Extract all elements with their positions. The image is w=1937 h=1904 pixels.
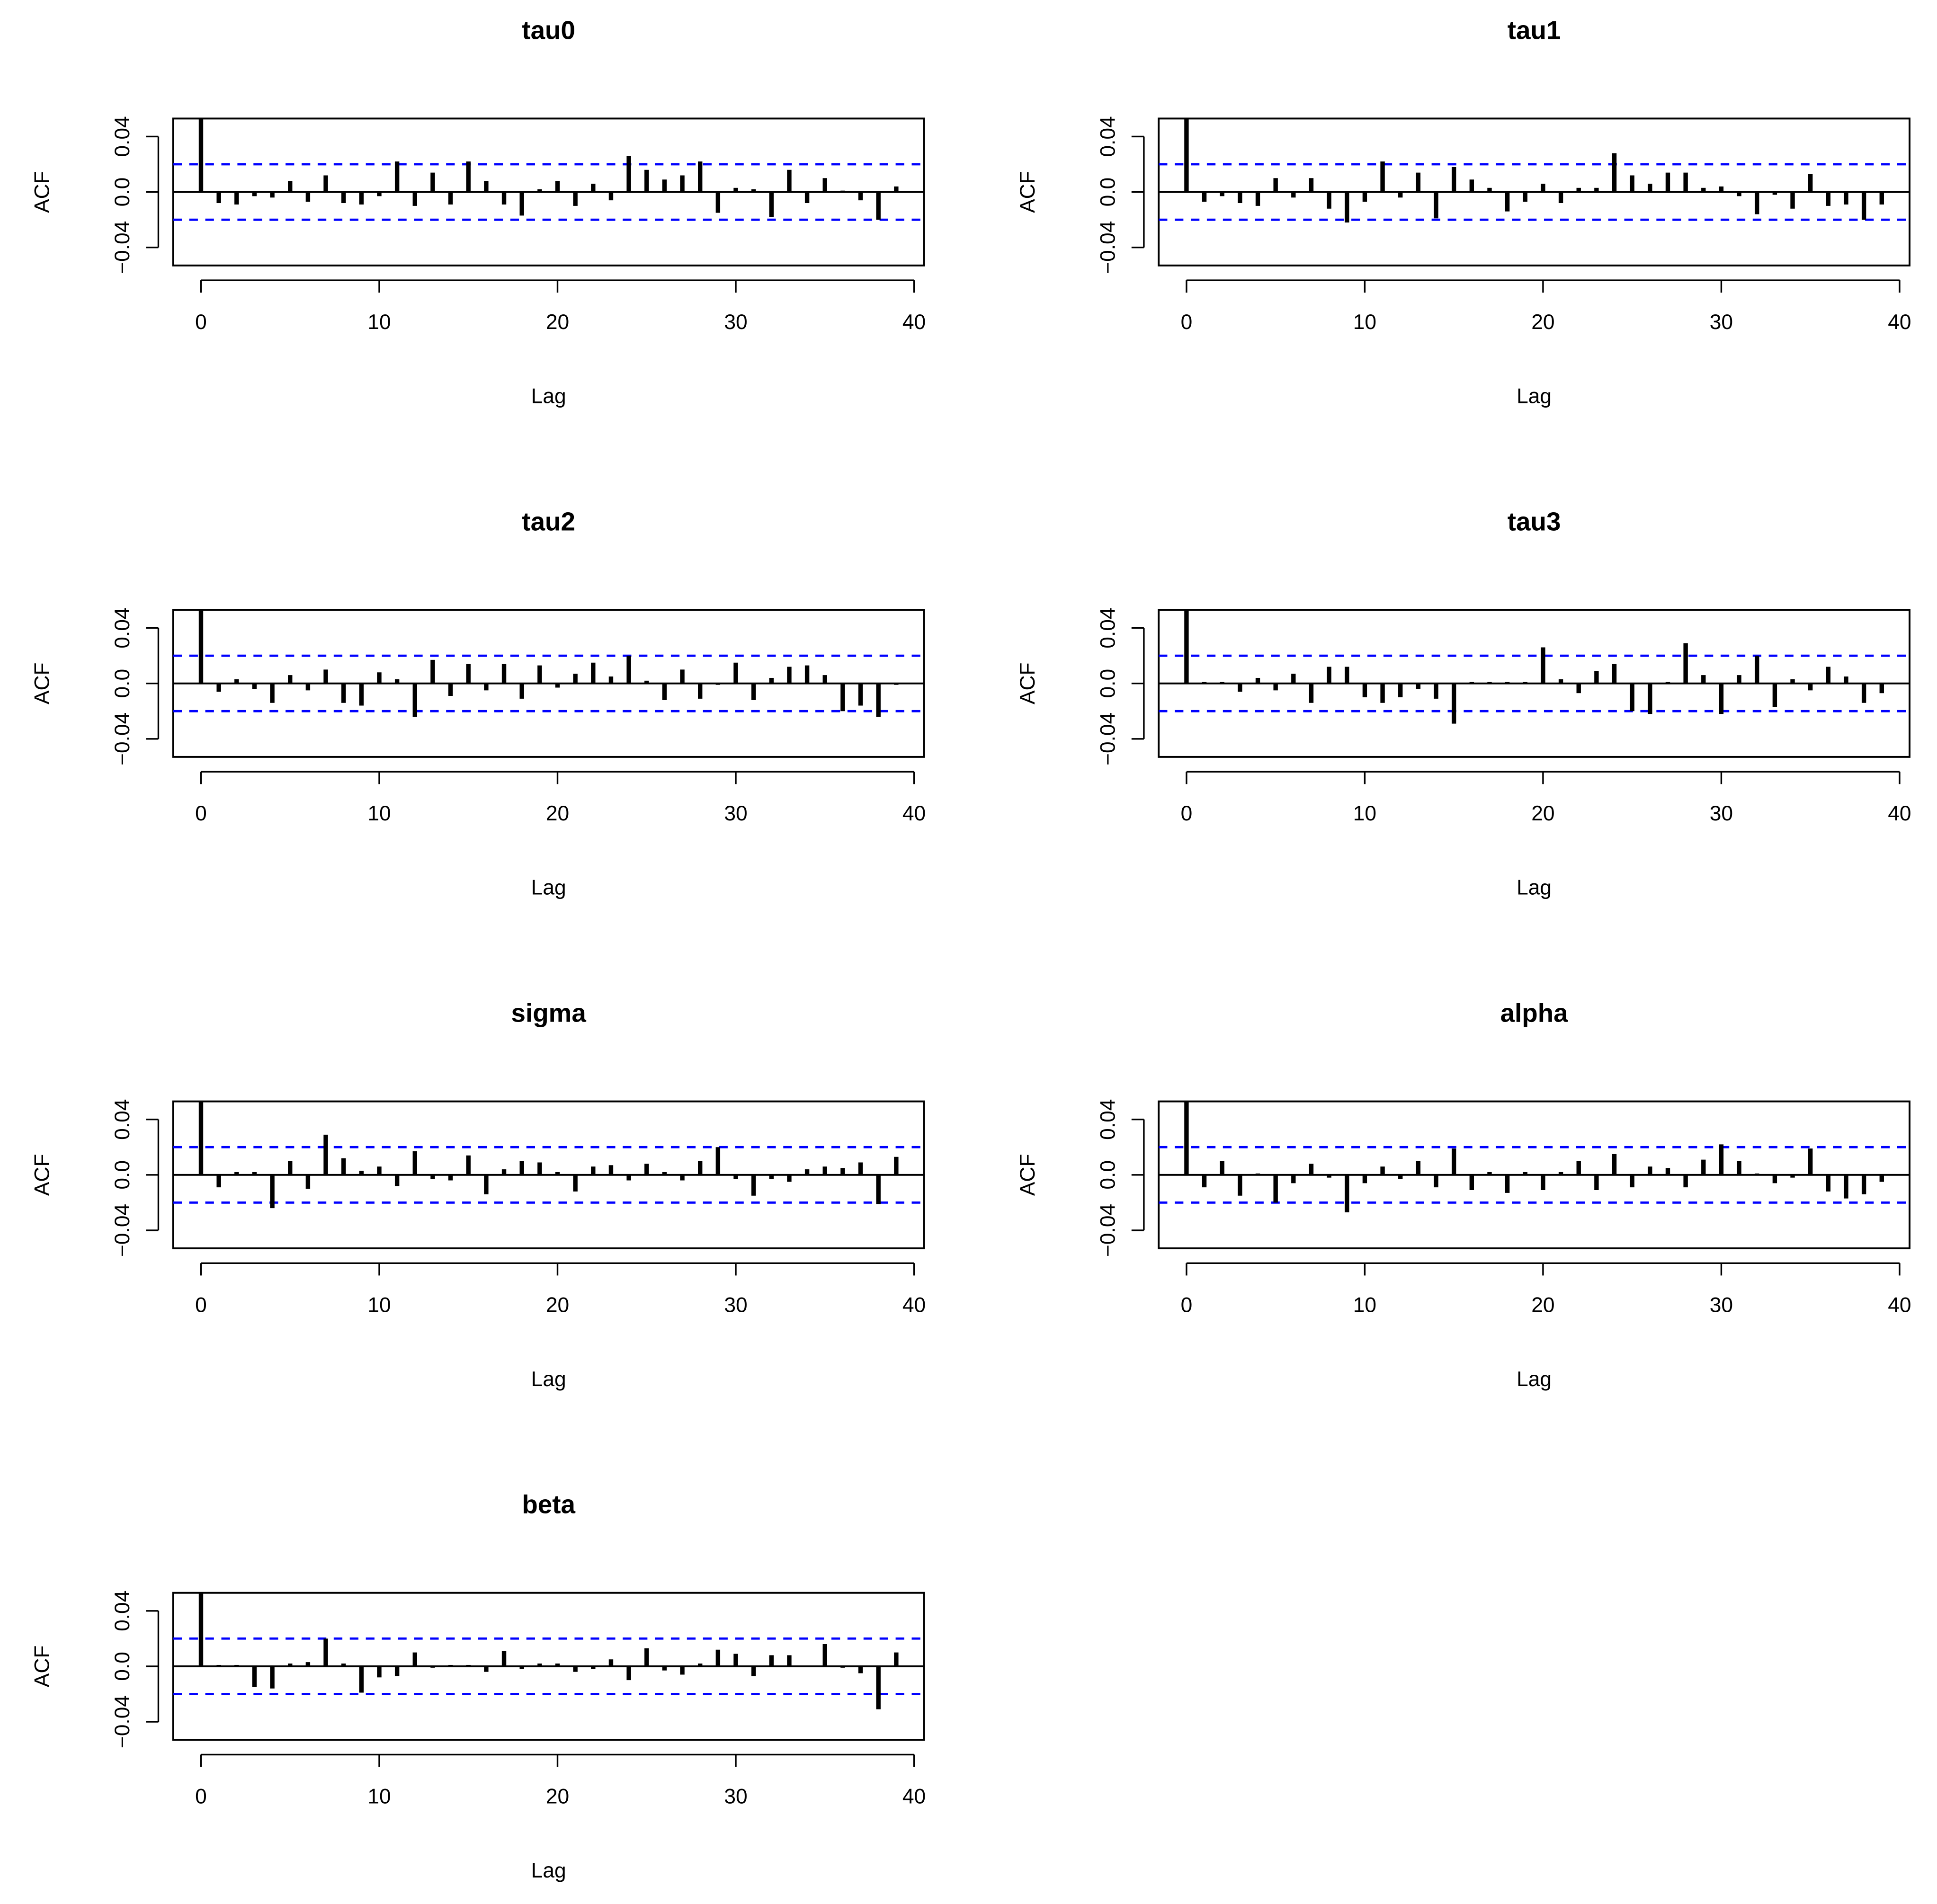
y-tick-label: 0.04 bbox=[111, 1099, 134, 1140]
x-tick-label: 30 bbox=[1710, 802, 1733, 825]
y-axis-label: ACF bbox=[1016, 662, 1039, 704]
y-tick-label: −0.04 bbox=[1097, 221, 1120, 274]
y-tick-label: −0.04 bbox=[111, 1204, 134, 1257]
panel-title: tau3 bbox=[1508, 507, 1561, 536]
x-tick-label: 30 bbox=[724, 1785, 747, 1808]
x-axis-label: Lag bbox=[531, 1859, 566, 1882]
y-axis-label: ACF bbox=[31, 662, 54, 704]
plot-area bbox=[1159, 610, 1910, 724]
y-tick-label: 0.0 bbox=[111, 1652, 134, 1681]
panel: tau0 Lag ACF 0 10 20 30 40 −0.04 0.0 0.04 bbox=[31, 15, 926, 408]
x-tick-label: 40 bbox=[1888, 802, 1911, 825]
x-tick-label: 20 bbox=[546, 1293, 569, 1317]
x-tick-label: 20 bbox=[546, 802, 569, 825]
x-tick-label: 20 bbox=[1531, 311, 1554, 334]
x-axis-label: Lag bbox=[1517, 1368, 1552, 1391]
panel-title: beta bbox=[522, 1490, 575, 1519]
panel-title: tau0 bbox=[522, 15, 575, 44]
x-tick-label: 0 bbox=[195, 1293, 207, 1317]
y-tick-label: 0.0 bbox=[1097, 1160, 1120, 1190]
x-tick-label: 30 bbox=[1710, 1293, 1733, 1317]
plot-area bbox=[173, 1101, 924, 1209]
x-tick-label: 0 bbox=[195, 1785, 207, 1808]
x-tick-label: 30 bbox=[724, 1293, 747, 1317]
x-tick-label: 10 bbox=[1353, 311, 1376, 334]
plot-area bbox=[173, 1593, 924, 1709]
x-axis-label: Lag bbox=[531, 385, 566, 408]
panel: tau2 Lag ACF 0 10 20 30 40 −0.04 0.0 0.04 bbox=[31, 507, 926, 899]
plot-area bbox=[173, 610, 924, 717]
x-tick-label: 20 bbox=[546, 311, 569, 334]
x-tick-label: 0 bbox=[1181, 1293, 1193, 1317]
y-tick-label: 0.04 bbox=[111, 607, 134, 648]
y-tick-label: 0.0 bbox=[111, 1160, 134, 1190]
panel-title: tau1 bbox=[1508, 15, 1561, 44]
y-tick-label: 0.04 bbox=[1097, 116, 1120, 157]
panel-title: tau2 bbox=[522, 507, 575, 536]
panel: alpha Lag ACF 0 10 20 30 40 −0.04 0.0 0.04 bbox=[1016, 998, 1911, 1391]
y-tick-label: 0.04 bbox=[111, 116, 134, 157]
y-tick-label: 0.0 bbox=[1097, 669, 1120, 698]
panel: beta Lag ACF 0 10 20 30 40 −0.04 0.0 0.04 bbox=[31, 1490, 926, 1882]
x-tick-label: 0 bbox=[195, 802, 207, 825]
y-tick-label: −0.04 bbox=[1097, 712, 1120, 765]
x-tick-label: 40 bbox=[902, 802, 926, 825]
y-axis-label: ACF bbox=[1016, 171, 1039, 213]
panel-title: sigma bbox=[511, 998, 587, 1027]
y-tick-label: −0.04 bbox=[111, 1695, 134, 1748]
x-axis-label: Lag bbox=[531, 876, 566, 899]
y-tick-label: −0.04 bbox=[111, 221, 134, 274]
y-tick-label: 0.0 bbox=[1097, 178, 1120, 207]
x-tick-label: 20 bbox=[1531, 802, 1554, 825]
y-axis-label: ACF bbox=[31, 1154, 54, 1196]
panel: sigma Lag ACF 0 10 20 30 40 −0.04 0.0 0.04 bbox=[31, 998, 926, 1391]
x-tick-label: 0 bbox=[195, 311, 207, 334]
x-tick-label: 10 bbox=[367, 1785, 391, 1808]
x-tick-label: 0 bbox=[1181, 802, 1193, 825]
x-tick-label: 10 bbox=[367, 311, 391, 334]
y-axis-label: ACF bbox=[31, 171, 54, 213]
x-tick-label: 40 bbox=[1888, 311, 1911, 334]
y-tick-label: −0.04 bbox=[111, 712, 134, 765]
x-tick-label: 30 bbox=[724, 311, 747, 334]
x-tick-label: 40 bbox=[902, 1293, 926, 1317]
x-tick-label: 20 bbox=[1531, 1293, 1554, 1317]
x-tick-label: 10 bbox=[367, 1293, 391, 1317]
x-tick-label: 40 bbox=[1888, 1293, 1911, 1317]
y-tick-label: 0.04 bbox=[1097, 607, 1120, 648]
x-tick-label: 40 bbox=[902, 1785, 926, 1808]
plot-area bbox=[173, 118, 924, 221]
x-tick-label: 30 bbox=[724, 802, 747, 825]
panel: tau1 Lag ACF 0 10 20 30 40 −0.04 0.0 0.04 bbox=[1016, 15, 1911, 408]
x-tick-label: 10 bbox=[367, 802, 391, 825]
y-tick-label: −0.04 bbox=[1097, 1204, 1120, 1257]
y-tick-label: 0.04 bbox=[1097, 1099, 1120, 1140]
y-tick-label: 0.0 bbox=[111, 178, 134, 207]
panel: tau3 Lag ACF 0 10 20 30 40 −0.04 0.0 0.04 bbox=[1016, 507, 1911, 899]
plot-area bbox=[1159, 118, 1910, 223]
y-tick-label: 0.0 bbox=[111, 669, 134, 698]
panel-title: alpha bbox=[1500, 998, 1569, 1027]
x-axis-label: Lag bbox=[1517, 385, 1552, 408]
y-axis-label: ACF bbox=[31, 1646, 54, 1688]
plot-area bbox=[1159, 1101, 1910, 1212]
x-tick-label: 0 bbox=[1181, 311, 1193, 334]
x-tick-label: 40 bbox=[902, 311, 926, 334]
x-tick-label: 30 bbox=[1710, 311, 1733, 334]
x-tick-label: 10 bbox=[1353, 802, 1376, 825]
x-axis-label: Lag bbox=[531, 1368, 566, 1391]
x-tick-label: 20 bbox=[546, 1785, 569, 1808]
y-axis-label: ACF bbox=[1016, 1154, 1039, 1196]
y-tick-label: 0.04 bbox=[111, 1591, 134, 1631]
x-axis-label: Lag bbox=[1517, 876, 1552, 899]
x-tick-label: 10 bbox=[1353, 1293, 1376, 1317]
